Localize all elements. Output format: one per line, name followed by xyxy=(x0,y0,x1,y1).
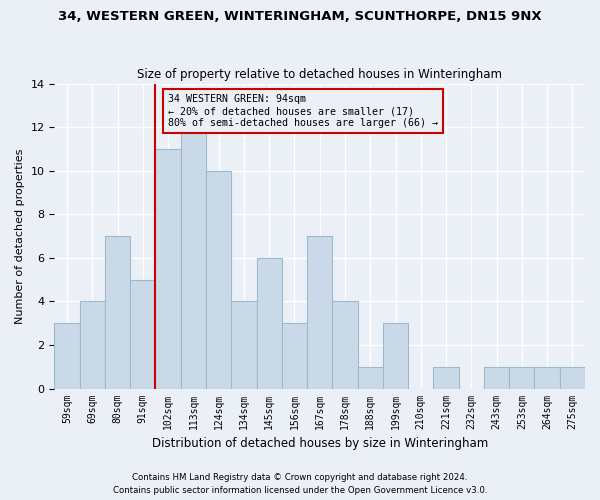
Text: 34 WESTERN GREEN: 94sqm
← 20% of detached houses are smaller (17)
80% of semi-de: 34 WESTERN GREEN: 94sqm ← 20% of detache… xyxy=(168,94,438,128)
Bar xyxy=(105,236,130,388)
Y-axis label: Number of detached properties: Number of detached properties xyxy=(15,148,25,324)
Bar xyxy=(55,323,80,388)
Title: Size of property relative to detached houses in Winteringham: Size of property relative to detached ho… xyxy=(137,68,502,81)
Bar xyxy=(433,367,458,388)
Bar xyxy=(80,302,105,388)
Text: Contains HM Land Registry data © Crown copyright and database right 2024.
Contai: Contains HM Land Registry data © Crown c… xyxy=(113,474,487,495)
Bar xyxy=(130,280,155,388)
Bar xyxy=(206,170,231,388)
Bar xyxy=(383,323,408,388)
Bar xyxy=(231,302,257,388)
Bar xyxy=(484,367,509,388)
Bar xyxy=(307,236,332,388)
Bar xyxy=(358,367,383,388)
Bar xyxy=(257,258,282,388)
Bar xyxy=(282,323,307,388)
Text: 34, WESTERN GREEN, WINTERINGHAM, SCUNTHORPE, DN15 9NX: 34, WESTERN GREEN, WINTERINGHAM, SCUNTHO… xyxy=(58,10,542,23)
Bar xyxy=(332,302,358,388)
Bar xyxy=(535,367,560,388)
Bar xyxy=(155,149,181,388)
Bar xyxy=(560,367,585,388)
X-axis label: Distribution of detached houses by size in Winteringham: Distribution of detached houses by size … xyxy=(152,437,488,450)
Bar xyxy=(181,127,206,388)
Bar xyxy=(509,367,535,388)
